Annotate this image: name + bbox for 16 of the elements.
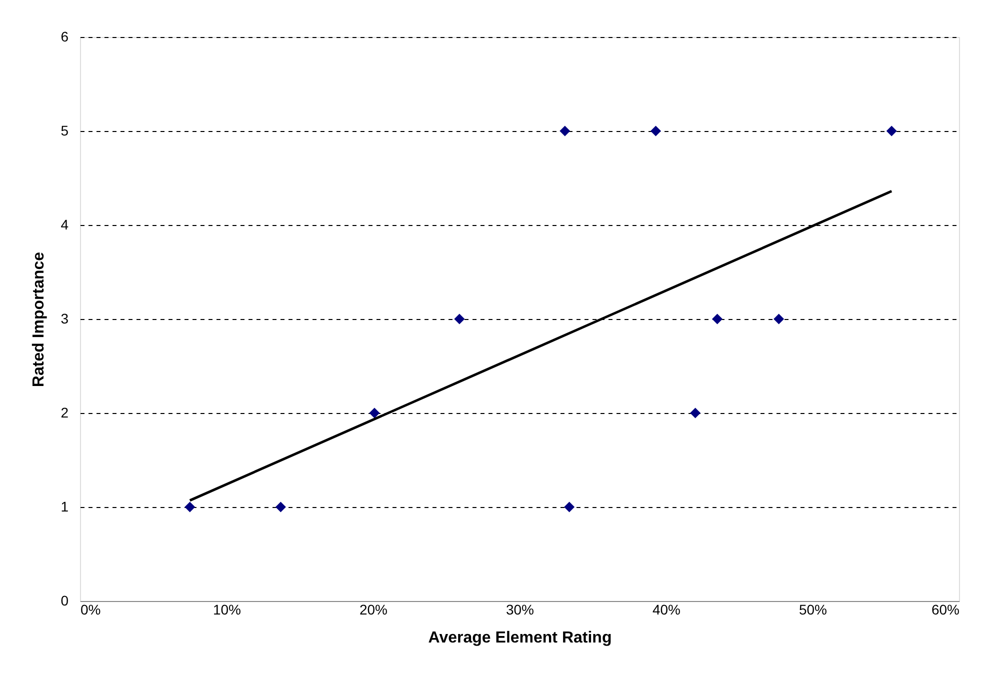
x-tick-label: 20%	[359, 602, 388, 618]
y-axis-title: Rated Importance	[30, 252, 48, 388]
x-tick-label: 30%	[506, 602, 534, 618]
y-tick-label: 5	[60, 122, 69, 138]
y-tick-label: 2	[60, 404, 69, 420]
y-tick-label: 4	[60, 216, 69, 232]
y-tick-label: 1	[60, 498, 69, 514]
x-tick-label: 0%	[80, 602, 101, 618]
x-tick-label: 50%	[798, 602, 828, 618]
y-tick-label: 3	[60, 310, 69, 326]
x-tick-label: 10%	[212, 602, 242, 618]
y-tick-label: 6	[60, 28, 69, 44]
y-tick-label: 0	[60, 592, 69, 608]
x-tick-label: 60%	[931, 602, 960, 618]
x-tick-label: 40%	[652, 602, 681, 618]
x-axis-title: Average Element Rating	[428, 630, 612, 646]
